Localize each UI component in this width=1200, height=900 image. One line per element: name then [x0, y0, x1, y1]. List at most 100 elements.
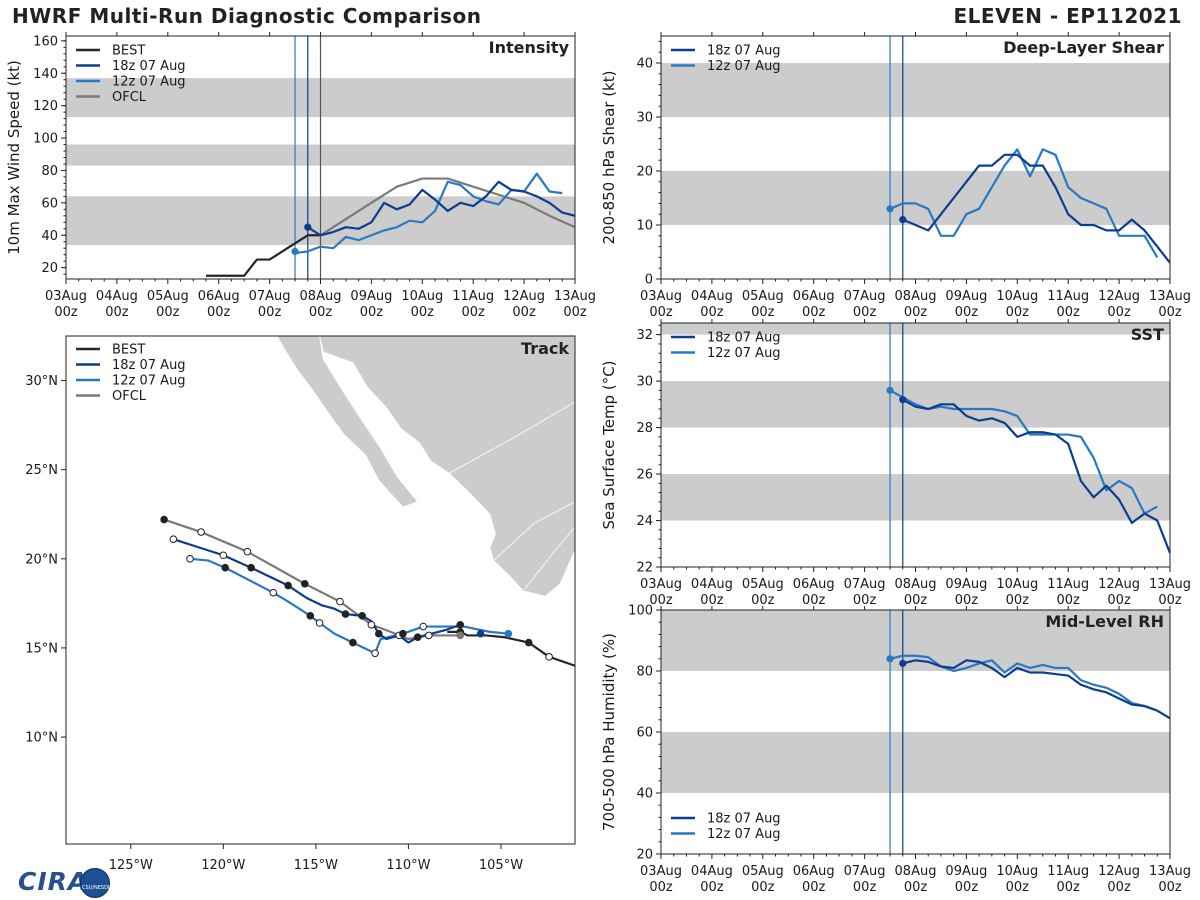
rh-legend-label-run12: 12z 07 Aug: [707, 827, 781, 842]
sst-band-0: [661, 474, 1170, 521]
shear-legend-label-run12: 12z 07 Aug: [707, 59, 781, 74]
intensity-ytick-label: 60: [41, 196, 58, 211]
shear-xtick-label-hour: 00z: [700, 305, 724, 320]
sst-xtick-label-hour: 00z: [802, 593, 826, 608]
track-frame: [65, 335, 576, 845]
track-ytick-label: 20°N: [25, 552, 58, 567]
plot-area-shear: [661, 36, 1170, 279]
shear-xtick-label-date: 12Aug: [1098, 289, 1140, 304]
shear-xtick-label-date: 07Aug: [844, 289, 886, 304]
shear-band-1: [661, 63, 1170, 117]
shear-xtick-label-hour: 00z: [1006, 305, 1030, 320]
track-point-ofcl: [197, 528, 205, 536]
rh-xtick-label-date: 03Aug: [640, 864, 682, 879]
intensity-xtick-label-date: 13Aug: [554, 289, 596, 304]
intensity-ytick-label: 40: [41, 229, 58, 244]
rh-xtick-label-hour: 00z: [700, 880, 724, 895]
rh-xtick-label-date: 05Aug: [742, 864, 784, 879]
rh-legend-label-run18: 18z 07 Aug: [707, 812, 781, 827]
track-legend-label-best: BEST: [112, 343, 145, 358]
track-legend-label-run12: 12z 07 Aug: [112, 374, 186, 389]
shear-xtick-label-date: 13Aug: [1149, 289, 1191, 304]
rh-xtick-label-date: 06Aug: [793, 864, 835, 879]
intensity-xtick-label-date: 06Aug: [198, 289, 240, 304]
rh-xtick-label-hour: 00z: [1158, 880, 1182, 895]
track-title: Track: [521, 339, 569, 358]
rh-xtick-label-hour: 00z: [955, 880, 979, 895]
land-mainland-mexico: [319, 336, 575, 597]
track-point-run12: [349, 638, 357, 647]
intensity-xtick-label-date: 07Aug: [249, 289, 291, 304]
intensity-xtick-label-hour: 00z: [105, 305, 129, 320]
track-legend-label-run18: 18z 07 Aug: [112, 358, 186, 373]
rh-xtick-label-date: 04Aug: [691, 864, 733, 879]
intensity-xtick-label-hour: 00z: [207, 305, 231, 320]
panel-sst: 03Aug00z04Aug00z05Aug00z06Aug00z07Aug00z…: [600, 319, 1191, 608]
sst-ytick-label: 30: [636, 375, 653, 390]
track-point-best: [545, 653, 553, 661]
rh-xtick-label-date: 07Aug: [844, 864, 886, 879]
rh-xtick-label-hour: 00z: [649, 880, 673, 895]
rh-ytick-label: 80: [636, 665, 653, 680]
track-point-run18: [284, 581, 292, 590]
land-baja-california: [276, 336, 419, 508]
rh-ytick-label: 20: [636, 848, 653, 863]
track-ytick-label: 30°N: [25, 374, 58, 389]
intensity-xtick-label-date: 09Aug: [350, 289, 392, 304]
intensity-xtick-label-hour: 00z: [462, 305, 486, 320]
shear-xtick-label-hour: 00z: [649, 305, 673, 320]
sst-xtick-label-hour: 00z: [1158, 593, 1182, 608]
intensity-xtick-label-hour: 00z: [258, 305, 282, 320]
rh-xtick-label-hour: 00z: [1057, 880, 1081, 895]
sst-xtick-label-date: 04Aug: [691, 577, 733, 592]
track-point-ofcl: [336, 597, 344, 606]
sst-xtick-label-hour: 00z: [955, 593, 979, 608]
sst-marker-run18: [899, 396, 907, 404]
intensity-series-best: [205, 234, 321, 277]
intensity-legend-label-run12: 12z 07 Aug: [112, 75, 186, 90]
shear-ytick-label: 10: [636, 219, 653, 234]
rh-xtick-label-date: 12Aug: [1098, 864, 1140, 879]
panel-track: 125°W 120°W 115°W 110°W 105°W 10°N 15°N 20°N 25°…: [25, 335, 576, 873]
rh-ylabel: 700-500 hPa Humidity (%): [600, 633, 618, 831]
track-series-ofcl: [163, 518, 461, 641]
cira-logo: CIRA CSU/NESDIS: [6, 866, 113, 898]
rh-xtick-label-hour: 00z: [802, 880, 826, 895]
rh-band-0: [661, 732, 1170, 793]
sst-xtick-label-date: 08Aug: [895, 577, 937, 592]
sst-xtick-label-date: 03Aug: [640, 577, 682, 592]
track-point-run18: [456, 620, 465, 629]
intensity-legend-label-ofcl: OFCL: [112, 90, 147, 105]
intensity-xtick-label-date: 08Aug: [300, 289, 342, 304]
rh-marker-run12: [886, 655, 894, 663]
intensity-ylabel: 10m Max Wind Speed (kt): [5, 60, 23, 255]
shear-xtick-label-date: 08Aug: [895, 289, 937, 304]
track-point-best: [524, 638, 533, 647]
shear-title: Deep-Layer Shear: [1003, 38, 1164, 57]
plot-area-sst: [661, 323, 1170, 567]
intensity-xtick-label-hour: 00z: [512, 305, 536, 320]
intensity-xtick-label-hour: 00z: [309, 305, 333, 320]
intensity-legend-label-best: BEST: [112, 44, 145, 59]
sst-xtick-label-date: 12Aug: [1098, 577, 1140, 592]
track-point-ofcl: [243, 547, 252, 556]
shear-ytick-label: 20: [636, 165, 653, 180]
panel-rh: 03Aug00z04Aug00z05Aug00z06Aug00z07Aug00z…: [600, 604, 1191, 896]
shear-xtick-label-hour: 00z: [955, 305, 979, 320]
intensity-xtick-label-hour: 00z: [156, 305, 180, 320]
panel-intensity: 03Aug00z04Aug00z05Aug00z06Aug00z07Aug00z…: [5, 32, 596, 320]
intensity-xtick-label-date: 11Aug: [452, 289, 494, 304]
shear-xtick-label-hour: 00z: [1057, 305, 1081, 320]
sst-xtick-label-date: 10Aug: [996, 577, 1038, 592]
sst-ytick-label: 28: [636, 421, 653, 436]
sst-xtick-label-date: 05Aug: [742, 577, 784, 592]
rh-ytick-label: 40: [636, 787, 653, 802]
rh-xtick-label-hour: 00z: [904, 880, 928, 895]
intensity-ytick-label: 120: [33, 99, 58, 114]
track-ytick-label: 25°N: [25, 463, 58, 478]
rh-series-run12: [889, 654, 1158, 712]
sst-legend-label-run18: 18z 07 Aug: [707, 331, 781, 346]
intensity-ytick-label: 80: [41, 164, 58, 179]
cira-logo-badge: [80, 868, 110, 898]
